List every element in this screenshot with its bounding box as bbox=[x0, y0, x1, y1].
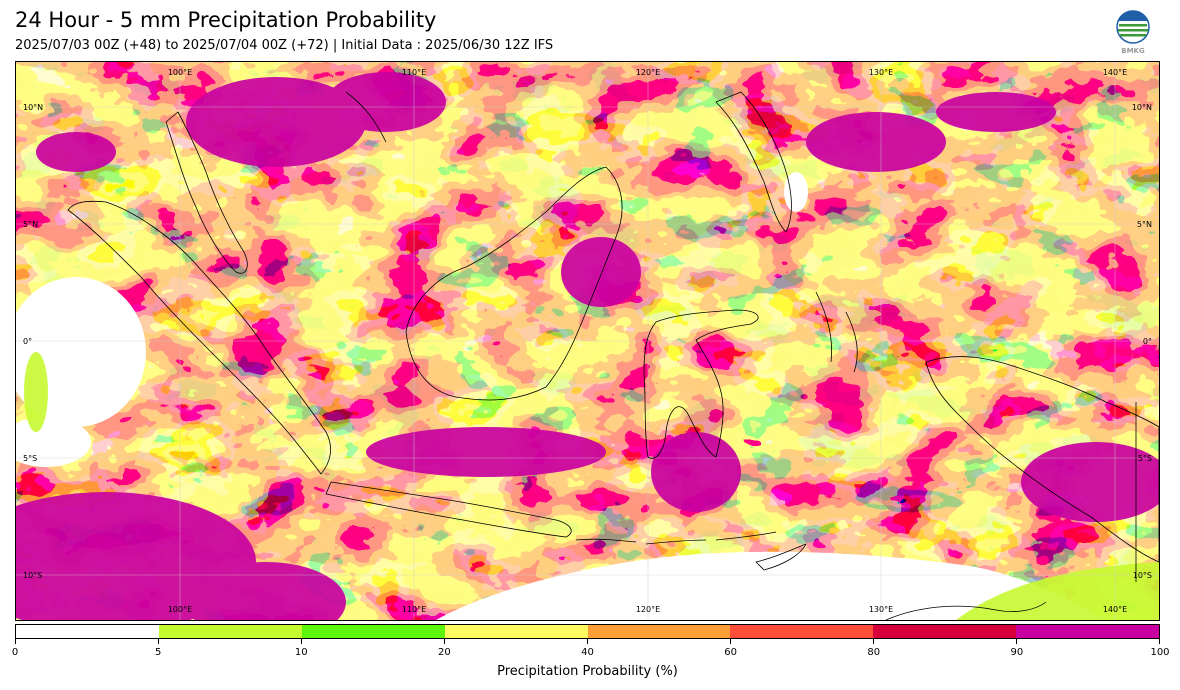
lat-label: 5°N bbox=[23, 220, 38, 229]
colorbar-segment bbox=[301, 625, 445, 638]
colorbar-segment bbox=[444, 625, 588, 638]
lat-label: 5°S bbox=[1138, 454, 1152, 463]
colorbar-tick-mark bbox=[873, 639, 875, 644]
colorbar-segment bbox=[158, 625, 302, 638]
colorbar-tick-label: 20 bbox=[438, 647, 451, 658]
map-subtitle: 2025/07/03 00Z (+48) to 2025/07/04 00Z (… bbox=[15, 38, 554, 53]
lat-label: 10°N bbox=[1132, 103, 1152, 112]
colorbar-tick-mark bbox=[443, 639, 445, 644]
colorbar-segment bbox=[1016, 625, 1159, 638]
new-guinea-coast bbox=[925, 356, 1159, 563]
colorbar-tick-mark bbox=[157, 639, 159, 644]
colorbar-segment bbox=[873, 625, 1017, 638]
lon-label: 130°E bbox=[869, 605, 893, 614]
colorbar-tick-mark bbox=[730, 639, 732, 644]
bmkg-logo-icon: BMKG bbox=[1113, 10, 1153, 56]
colorbar-tick-label: 0 bbox=[11, 647, 19, 658]
lon-labels-top: 100°E 110°E 120°E 130°E 140°E bbox=[168, 68, 1127, 77]
sumatra-coast bbox=[67, 200, 331, 475]
colorbar-tick-mark bbox=[587, 639, 588, 644]
lat-label: 0° bbox=[23, 337, 32, 346]
precipitation-map: 100°E 110°E 120°E 130°E 140°E 100°E 110°… bbox=[15, 61, 1160, 621]
map-title: 24 Hour - 5 mm Precipitation Probability bbox=[15, 8, 437, 32]
colorbar bbox=[15, 624, 1160, 639]
lon-label: 120°E bbox=[636, 605, 660, 614]
colorbar-tick-label: 40 bbox=[581, 647, 594, 658]
lat-label: 5°S bbox=[23, 454, 37, 463]
low-probability-areas bbox=[16, 172, 1106, 620]
colorbar-tick-mark bbox=[1016, 639, 1018, 644]
lat-label: 10°S bbox=[23, 571, 42, 580]
colorbar-label: Precipitation Probability (%) bbox=[497, 664, 678, 679]
lat-label: 0° bbox=[1143, 337, 1152, 346]
lon-label: 110°E bbox=[402, 68, 426, 77]
colorbar-tick-label: 90 bbox=[1010, 647, 1024, 658]
lon-label: 140°E bbox=[1103, 68, 1127, 77]
lon-label: 110°E bbox=[402, 605, 426, 614]
lon-label: 120°E bbox=[636, 68, 660, 77]
colorbar-segment bbox=[587, 625, 731, 638]
colorbar-ticks: 0 5 10 20 40 60 80 90 100 bbox=[11, 639, 1170, 659]
graticule bbox=[16, 62, 1159, 620]
colorbar-tick-label: 80 bbox=[867, 647, 881, 658]
lat-label: 10°N bbox=[23, 103, 43, 112]
colorbar-tick-label: 10 bbox=[294, 647, 308, 658]
lon-label: 100°E bbox=[168, 605, 192, 614]
lat-label: 10°S bbox=[1133, 571, 1152, 580]
colorbar-tick-label: 100 bbox=[1150, 647, 1170, 658]
colorbar-tick-label: 60 bbox=[724, 647, 737, 658]
colorbar-tick-mark bbox=[1159, 639, 1160, 644]
lat-label: 5°N bbox=[1137, 220, 1152, 229]
lon-label: 140°E bbox=[1103, 605, 1127, 614]
high-probability-areas bbox=[16, 72, 1159, 620]
colorbar-segment bbox=[730, 625, 874, 638]
lon-label: 100°E bbox=[168, 68, 192, 77]
colorbar-tick-mark bbox=[300, 639, 302, 644]
java-coast bbox=[325, 481, 572, 538]
borneo-coast bbox=[405, 166, 623, 401]
lat-labels-right: 10°N 5°N 0° 5°S 10°S bbox=[1132, 103, 1152, 580]
lat-labels-left: 10°N 5°N 0° 5°S 10°S bbox=[23, 103, 43, 580]
lon-label: 130°E bbox=[869, 68, 893, 77]
colorbar-tick-mark bbox=[15, 639, 16, 644]
colorbar-tick-label: 5 bbox=[154, 647, 162, 658]
sulawesi-coast bbox=[643, 309, 759, 459]
lon-labels-bottom: 100°E 110°E 120°E 130°E 140°E bbox=[168, 605, 1127, 614]
bmkg-logo-text: BMKG bbox=[1121, 47, 1145, 55]
coastlines bbox=[67, 91, 1159, 620]
colorbar-segment bbox=[16, 625, 159, 638]
